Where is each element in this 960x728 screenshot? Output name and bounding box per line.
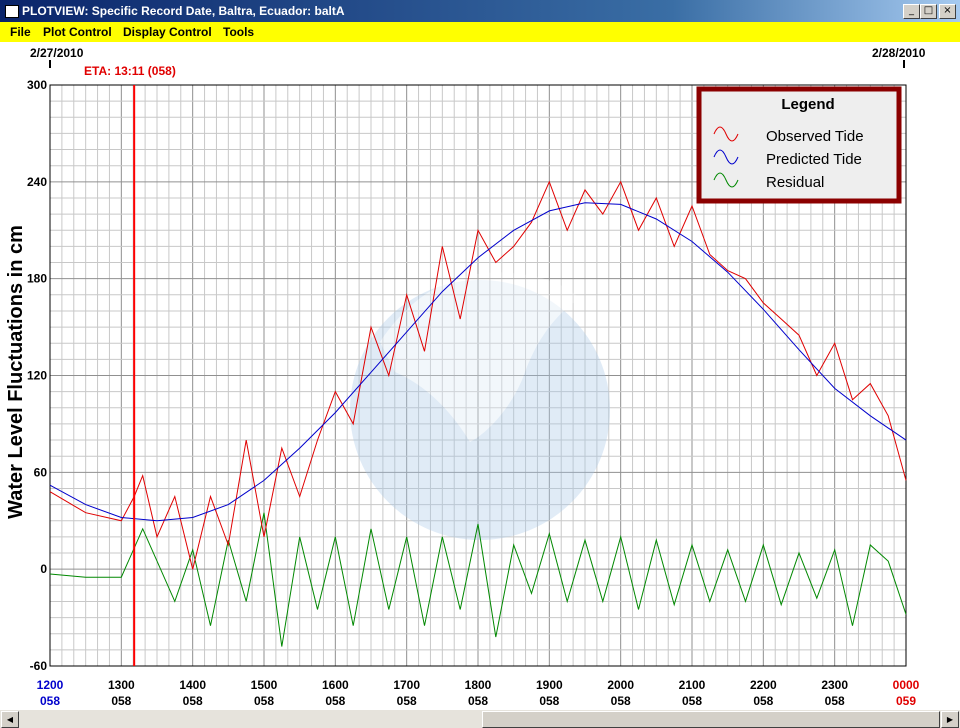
menu-file[interactable]: File bbox=[10, 25, 31, 39]
x-tick-time-label: 1900 bbox=[536, 678, 563, 692]
x-tick-time-label: 1700 bbox=[393, 678, 420, 692]
scroll-left-arrow-icon[interactable]: ◀ bbox=[1, 711, 19, 728]
series-residual bbox=[49, 512, 907, 647]
y-tick-label: 0 bbox=[40, 562, 47, 576]
x-tick-day-label: 058 bbox=[753, 694, 773, 708]
x-tick-time-label: 0000 bbox=[893, 678, 920, 692]
x-tick-day-label: 058 bbox=[254, 694, 274, 708]
plot-area: -60 0 60 120 180 240 300 1200 058 1300 058 1400 058 1… bbox=[0, 42, 960, 710]
y-tick-label: 60 bbox=[34, 465, 48, 479]
x-tick-time-label: 2000 bbox=[607, 678, 634, 692]
x-tick-day-label: 058 bbox=[183, 694, 203, 708]
horizontal-scrollbar[interactable]: ◀ ▶ bbox=[0, 710, 960, 728]
y-tick-label: 300 bbox=[27, 78, 47, 92]
x-tick-day-label: 058 bbox=[40, 694, 60, 708]
menu-bar: File Plot Control Display Control Tools bbox=[0, 22, 960, 42]
x-tick-time-label: 2200 bbox=[750, 678, 777, 692]
y-tick-label: 180 bbox=[27, 272, 47, 286]
x-tick-time-label: 1600 bbox=[322, 678, 349, 692]
menu-tools[interactable]: Tools bbox=[223, 25, 255, 39]
app-icon bbox=[5, 5, 19, 18]
close-button[interactable]: × bbox=[939, 4, 956, 19]
x-tick-time-label: 1300 bbox=[108, 678, 135, 692]
x-tick-day-label: 058 bbox=[825, 694, 845, 708]
legend-item-observed: Observed Tide bbox=[766, 128, 864, 145]
end-date-label: 2/28/2010 bbox=[872, 46, 926, 60]
x-tick-time-label: 1200 bbox=[37, 678, 64, 692]
y-tick-label: -60 bbox=[30, 659, 48, 673]
noaa-watermark bbox=[350, 272, 610, 540]
x-tick-day-label: 059 bbox=[896, 694, 916, 708]
title-bar: PLOTVIEW: Specific Record Date, Baltra, … bbox=[0, 0, 960, 22]
legend-title: Legend bbox=[781, 96, 834, 113]
y-tick-label: 120 bbox=[27, 369, 47, 383]
legend-swatch-observed bbox=[713, 126, 739, 142]
maximize-button[interactable]: □ bbox=[920, 4, 937, 19]
x-tick-day-label: 058 bbox=[325, 694, 345, 708]
plot-frame bbox=[49, 84, 907, 667]
window-title: PLOTVIEW: Specific Record Date, Baltra, … bbox=[22, 4, 345, 18]
legend-swatch-residual bbox=[713, 172, 739, 188]
series-observed-tide bbox=[49, 180, 907, 570]
x-tick-day-label: 058 bbox=[539, 694, 559, 708]
x-tick-time-label: 2300 bbox=[821, 678, 848, 692]
x-tick-time-label: 1400 bbox=[179, 678, 206, 692]
menu-plot-control[interactable]: Plot Control bbox=[43, 25, 112, 39]
y-axis-label: Water Level Fluctuations in cm bbox=[5, 225, 27, 519]
eta-label: ETA: 13:11 (058) bbox=[84, 64, 176, 78]
legend-item-predicted: Predicted Tide bbox=[766, 151, 862, 168]
legend-frame bbox=[696, 86, 902, 204]
x-tick-day-label: 058 bbox=[611, 694, 631, 708]
axes: -60 0 60 120 180 240 300 1200 058 1300 058 1400 058 1… bbox=[27, 78, 920, 708]
menu-display-control[interactable]: Display Control bbox=[123, 25, 212, 39]
minimize-button[interactable]: _ bbox=[903, 4, 920, 19]
y-tick-label: 240 bbox=[27, 175, 47, 189]
x-tick-day-label: 058 bbox=[468, 694, 488, 708]
x-tick-day-label: 058 bbox=[111, 694, 131, 708]
series-predicted-tide bbox=[49, 202, 907, 522]
x-tick-day-label: 058 bbox=[397, 694, 417, 708]
x-tick-time-label: 1500 bbox=[251, 678, 278, 692]
x-tick-day-label: 058 bbox=[682, 694, 702, 708]
series-layer bbox=[49, 180, 907, 647]
x-tick-time-label: 2100 bbox=[679, 678, 706, 692]
x-tick-time-label: 1800 bbox=[465, 678, 492, 692]
scrollbar-thumb[interactable] bbox=[482, 711, 940, 728]
legend-swatch-predicted bbox=[713, 149, 739, 165]
legend-box: Legend Observed Tide Predicted Tide Resi… bbox=[696, 86, 902, 204]
scroll-right-arrow-icon[interactable]: ▶ bbox=[941, 711, 959, 728]
start-date-label: 2/27/2010 bbox=[30, 46, 84, 60]
tide-chart: -60 0 60 120 180 240 300 1200 058 1300 058 1400 058 1… bbox=[5, 46, 926, 708]
legend-item-residual: Residual bbox=[766, 174, 824, 191]
